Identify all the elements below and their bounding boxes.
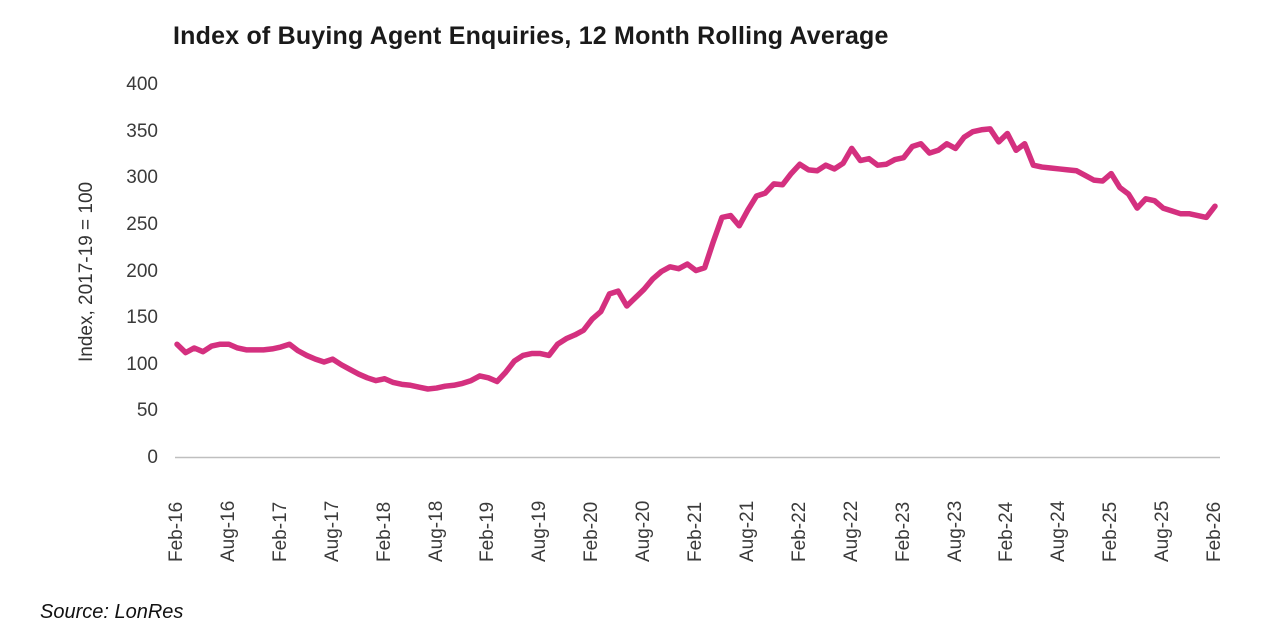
x-axis-tick-label: Aug-25: [1152, 500, 1174, 562]
x-axis-tick-label: Feb-20: [581, 501, 603, 562]
y-axis-tick-label: 150: [126, 307, 158, 329]
x-axis-tick-label: Aug-23: [944, 500, 966, 562]
x-axis-tick-label: Feb-25: [1100, 501, 1122, 562]
x-axis-tick-label: Feb-23: [892, 501, 914, 562]
plot-area: [174, 126, 1220, 459]
y-axis-tick-label: 350: [126, 120, 158, 142]
x-axis-tick-label: Aug-17: [321, 500, 343, 562]
x-axis-tick-label: Feb-18: [373, 501, 395, 562]
x-axis-tick-label: Aug-18: [425, 500, 447, 562]
enquiries-line: [174, 126, 1218, 392]
x-axis-tick-label: Aug-24: [1048, 500, 1070, 562]
x-axis-tick-label: Feb-19: [477, 501, 499, 562]
y-axis-tick-label: 400: [126, 74, 158, 95]
y-axis-tick-label: 0: [147, 447, 158, 468]
y-axis-tick-label: 200: [126, 260, 158, 282]
x-axis-tick-label: Feb-22: [788, 501, 810, 562]
x-axis-tick-label: Feb-24: [996, 501, 1018, 562]
x-axis-tick-label: Aug-21: [736, 500, 758, 562]
source-note: Source: LonRes: [40, 601, 184, 623]
x-axis-tick-label: Aug-16: [217, 500, 239, 562]
y-axis-tick-label: 100: [126, 353, 158, 375]
y-axis-tick-label: 50: [136, 400, 158, 422]
chart-title: Index of Buying Agent Enquiries, 12 Mont…: [173, 22, 889, 50]
x-axis-tick-label: Feb-16: [166, 501, 187, 562]
x-axis-tick-label: Feb-21: [685, 501, 706, 562]
x-axis-tick-label: Aug-20: [633, 500, 655, 562]
y-axis-tick-label: 250: [126, 213, 158, 235]
x-axis-tick-label: Aug-22: [840, 500, 862, 562]
x-axis-tick-label: Feb-26: [1204, 501, 1225, 562]
y-axis-tick-label: 300: [126, 167, 158, 189]
x-axis-tick-label: Feb-17: [269, 501, 291, 562]
x-axis-tick-label: Aug-19: [529, 500, 551, 562]
